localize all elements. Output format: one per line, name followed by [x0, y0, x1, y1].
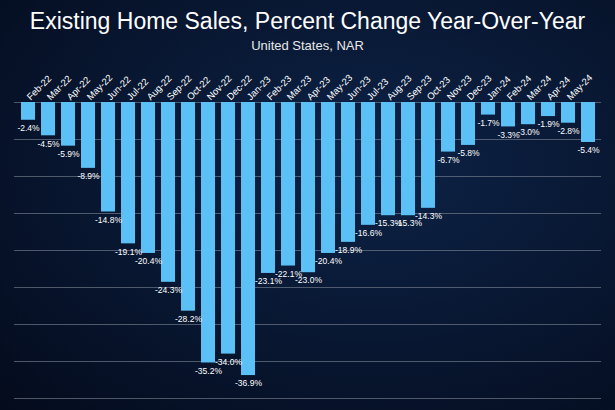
- svg-text:-3.0%: -3.0%: [517, 127, 540, 138]
- svg-text:-6.7%: -6.7%: [437, 154, 460, 165]
- svg-text:Mar-22: Mar-22: [44, 73, 74, 103]
- svg-text:Jul-22: Jul-22: [124, 76, 150, 102]
- svg-text:Oct-22: Oct-22: [184, 74, 213, 103]
- svg-text:May-24: May-24: [564, 72, 594, 102]
- svg-text:Dec-22: Dec-22: [224, 72, 254, 103]
- svg-text:Mar-23: Mar-23: [284, 73, 314, 103]
- svg-text:-14.8%: -14.8%: [95, 215, 122, 225]
- svg-text:-14.3%: -14.3%: [415, 211, 442, 221]
- svg-text:-20.4%: -20.4%: [315, 256, 342, 266]
- svg-text:Jul-23: Jul-23: [364, 76, 390, 102]
- svg-text:-1.7%: -1.7%: [477, 118, 500, 128]
- svg-text:-8.9%: -8.9%: [77, 171, 100, 181]
- svg-text:-5.4%: -5.4%: [577, 145, 600, 155]
- svg-text:Sep-22: Sep-22: [164, 72, 194, 103]
- svg-text:-3.3%: -3.3%: [497, 129, 520, 140]
- svg-text:-15.3%: -15.3%: [395, 218, 422, 229]
- svg-text:-28.2%: -28.2%: [175, 314, 202, 324]
- svg-text:-23.1%: -23.1%: [255, 276, 282, 287]
- svg-text:Aug-23: Aug-23: [384, 72, 414, 103]
- svg-text:Jun-22: Jun-22: [104, 73, 133, 103]
- svg-text:-22.1%: -22.1%: [275, 268, 302, 279]
- svg-text:-23.0%: -23.0%: [295, 275, 322, 285]
- html-text:Existing Home Sales, Percent C: Existing Home Sales, Percent Change Year…: [29, 8, 586, 34]
- svg-text:Oct-23: Oct-23: [424, 74, 453, 103]
- svg-text:Nov-22: Nov-22: [204, 72, 234, 103]
- svg-text:Jan-24: Jan-24: [484, 73, 513, 103]
- svg-text:Feb-23: Feb-23: [264, 73, 294, 103]
- svg-text:Feb-24: Feb-24: [504, 73, 534, 103]
- html-text:United States, NAR: United States, NAR: [251, 38, 364, 53]
- svg-text:-18.9%: -18.9%: [335, 245, 362, 255]
- svg-text:Mar-24: Mar-24: [524, 73, 554, 103]
- svg-text:-36.9%: -36.9%: [235, 378, 262, 388]
- svg-text:-5.8%: -5.8%: [457, 148, 480, 158]
- svg-text:-15.3%: -15.3%: [375, 218, 402, 229]
- svg-text:Apr-24: Apr-24: [544, 74, 573, 103]
- svg-text:Jun-23: Jun-23: [344, 73, 373, 103]
- svg-text:-2.4%: -2.4%: [17, 123, 40, 133]
- svg-text:Apr-23: Apr-23: [304, 74, 333, 103]
- svg-text:-16.6%: -16.6%: [355, 228, 382, 238]
- svg-text:-20.4%: -20.4%: [135, 256, 162, 266]
- svg-text:-5.9%: -5.9%: [57, 149, 80, 159]
- svg-text:May-23: May-23: [324, 71, 355, 103]
- svg-text:Dec-23: Dec-23: [464, 72, 494, 103]
- svg-text:-1.9%: -1.9%: [537, 119, 560, 130]
- svg-text:Jan-23: Jan-23: [244, 73, 273, 103]
- svg-text:Aug-22: Aug-22: [144, 72, 174, 103]
- svg-text:-2.8%: -2.8%: [557, 126, 580, 136]
- svg-text:-34.0%: -34.0%: [215, 357, 242, 367]
- svg-text:Sep-23: Sep-23: [404, 72, 434, 103]
- svg-text:Feb-22: Feb-22: [24, 73, 54, 103]
- svg-text:Apr-22: Apr-22: [64, 74, 93, 103]
- svg-text:-19.1%: -19.1%: [115, 247, 142, 257]
- svg-text:May-22: May-22: [84, 71, 115, 103]
- svg-text:-35.2%: -35.2%: [195, 366, 222, 376]
- svg-text:-4.5%: -4.5%: [37, 139, 60, 149]
- svg-text:-24.3%: -24.3%: [155, 285, 182, 295]
- svg-text:Nov-23: Nov-23: [444, 72, 474, 103]
